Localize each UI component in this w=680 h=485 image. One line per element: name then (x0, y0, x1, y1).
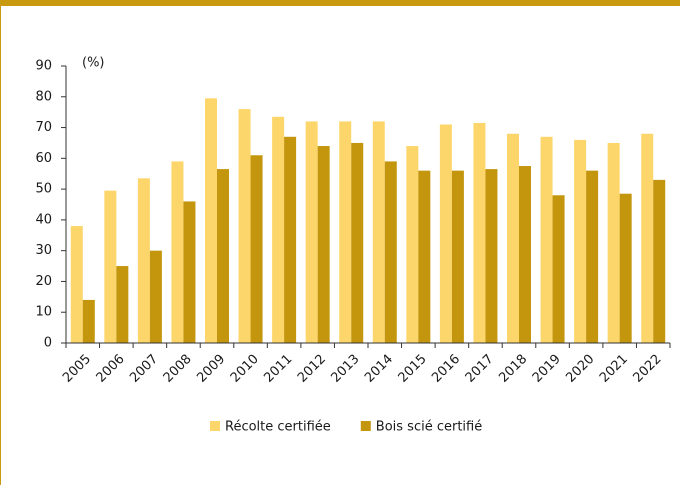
bar (205, 98, 217, 343)
x-tick-label: 2015 (396, 352, 430, 386)
bar (171, 161, 184, 343)
bar (653, 179, 666, 343)
bar (384, 161, 397, 343)
bar (238, 109, 251, 343)
bar (406, 146, 419, 343)
bar (104, 190, 117, 343)
bar (372, 121, 385, 344)
bar (418, 170, 431, 343)
y-tick-label: 90 (35, 59, 52, 74)
y-tick-label: 60 (35, 151, 52, 166)
y-tick-label: 70 (35, 120, 52, 135)
x-tick-label: 2017 (463, 352, 497, 386)
bar (619, 193, 632, 343)
bar (250, 155, 263, 343)
legend-swatch (210, 421, 220, 431)
bar (485, 169, 498, 343)
bar (540, 136, 553, 343)
x-tick-label: 2008 (161, 352, 195, 386)
x-tick-label: 2009 (194, 352, 228, 386)
x-tick-label: 2011 (261, 352, 295, 386)
y-tick-label: 0 (44, 336, 52, 351)
x-tick-label: 2021 (597, 352, 631, 386)
x-tick-label: 2010 (228, 352, 262, 386)
bar (641, 133, 654, 343)
x-tick-label: 2019 (530, 352, 564, 386)
bar (317, 146, 330, 343)
bar (272, 116, 285, 344)
x-tick-label: 2020 (563, 352, 597, 386)
x-tick-label: 2007 (127, 352, 161, 386)
bar (70, 226, 83, 343)
y-tick-label: 40 (35, 212, 52, 227)
bar (451, 170, 464, 343)
legend-swatch (360, 421, 371, 431)
bar (305, 121, 318, 344)
bar (351, 142, 364, 343)
legend-label: Bois scié certifié (376, 420, 482, 435)
bar (552, 195, 565, 343)
bar (183, 201, 196, 343)
bar (284, 136, 297, 343)
x-tick-label: 2014 (362, 352, 396, 386)
bar (439, 124, 452, 343)
y-tick-label: 30 (35, 243, 52, 258)
bar (507, 133, 519, 343)
x-tick-label: 2022 (631, 352, 665, 386)
x-tick-label: 2018 (496, 352, 530, 386)
bar (519, 166, 531, 343)
y-tick-label: 80 (35, 89, 52, 104)
bar (217, 169, 229, 343)
legend-label: Récolte certifiée (225, 420, 331, 435)
y-tick-label: 50 (35, 182, 52, 197)
bar (607, 142, 620, 343)
y-tick-label: 10 (35, 305, 52, 320)
x-tick-label: 2006 (94, 352, 128, 386)
bar (586, 170, 599, 343)
bar (339, 121, 352, 344)
bar (137, 178, 150, 343)
y-tick-label: 20 (35, 274, 52, 289)
x-tick-label: 2016 (429, 352, 463, 386)
bar (473, 122, 486, 343)
bar (574, 139, 587, 343)
bar (149, 250, 162, 343)
x-tick-label: 2013 (329, 352, 363, 386)
x-tick-label: 2005 (60, 352, 94, 386)
top-border (0, 0, 680, 6)
bar (82, 299, 95, 343)
bar (116, 266, 129, 343)
y-axis-unit: (%) (82, 56, 105, 71)
x-tick-label: 2012 (295, 352, 329, 386)
